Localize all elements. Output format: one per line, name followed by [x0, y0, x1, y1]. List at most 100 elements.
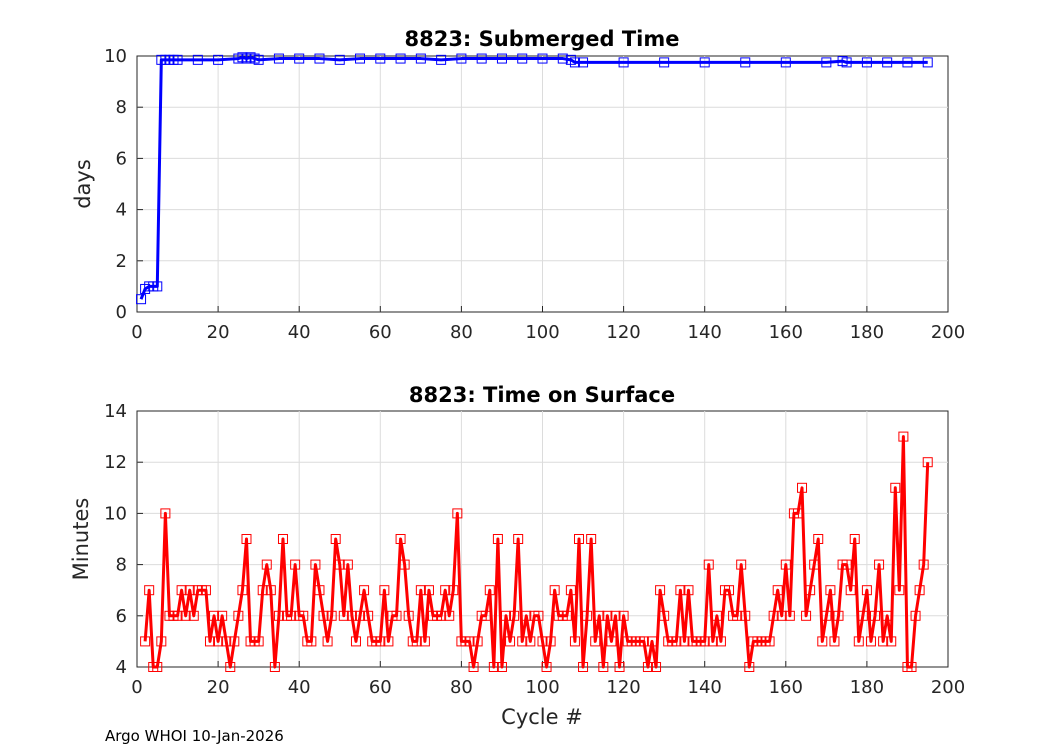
y-tick-label: 6: [116, 148, 127, 169]
data-point: [342, 559, 353, 570]
chart-title: 8823: Time on Surface: [409, 383, 675, 407]
data-point: [659, 57, 670, 68]
data-point: [468, 662, 479, 672]
data-point: [411, 636, 422, 647]
data-point: [436, 610, 447, 621]
x-tick-label: 200: [931, 322, 965, 343]
data-point: [813, 534, 824, 544]
x-tick-label: 120: [606, 677, 640, 698]
data-point: [614, 662, 625, 672]
data-point: [436, 54, 447, 65]
data-point: [160, 508, 171, 519]
data-point: [618, 610, 629, 621]
data-point: [732, 610, 743, 621]
data-point: [415, 53, 426, 64]
data-point: [496, 53, 507, 64]
data-point: [476, 53, 487, 64]
data-point: [172, 610, 183, 621]
data-point: [894, 585, 905, 596]
data-point: [152, 281, 163, 292]
x-tick-label: 80: [450, 677, 473, 698]
data-point: [646, 636, 657, 647]
data-point: [488, 662, 499, 672]
data-point: [480, 610, 491, 621]
data-point: [655, 585, 666, 596]
data-point: [561, 610, 572, 621]
data-point: [797, 482, 808, 493]
data-point: [395, 534, 406, 544]
data-point: [144, 585, 155, 596]
x-tick-label: 200: [931, 677, 965, 698]
data-point: [334, 559, 345, 570]
chart-title: 8823: Submerged Time: [404, 27, 679, 51]
y-tick-label: 6: [116, 606, 127, 627]
data-point: [772, 585, 783, 596]
data-point: [679, 636, 690, 647]
data-point: [204, 636, 215, 647]
data-point: [273, 610, 284, 621]
data-point: [513, 534, 524, 544]
data-point: [740, 610, 751, 621]
x-axis-label: Cycle #: [501, 705, 583, 729]
data-point: [651, 662, 662, 672]
data-point: [290, 559, 301, 570]
series-line: [143, 435, 930, 669]
data-point: [521, 610, 532, 621]
data-point: [517, 636, 528, 647]
data-point: [898, 431, 909, 442]
data-point: [902, 57, 913, 68]
data-point: [618, 57, 629, 68]
data-point: [346, 610, 357, 621]
data-point: [549, 585, 560, 596]
data-point: [484, 585, 495, 596]
data-point: [533, 610, 544, 621]
data-point: [724, 585, 735, 596]
data-point: [314, 585, 325, 596]
data-point: [557, 53, 568, 64]
data-point: [821, 610, 832, 621]
data-point: [464, 636, 475, 647]
data-point: [456, 53, 467, 64]
data-point: [140, 636, 151, 647]
data-point: [448, 585, 459, 596]
data-point: [237, 585, 248, 596]
data-point: [359, 585, 370, 596]
data-point: [744, 662, 755, 672]
data-point: [505, 636, 516, 647]
y-tick-label: 4: [116, 200, 127, 221]
data-point: [318, 610, 329, 621]
data-point: [225, 662, 236, 672]
data-point: [764, 636, 775, 647]
data-point: [322, 636, 333, 647]
data-point: [671, 636, 682, 647]
data-point: [768, 610, 779, 621]
data-point: [423, 585, 434, 596]
data-point: [861, 585, 872, 596]
data-point: [683, 585, 694, 596]
x-tick-label: 0: [131, 677, 142, 698]
data-point: [355, 610, 366, 621]
x-tick-label: 180: [850, 677, 884, 698]
data-point: [659, 610, 670, 621]
data-point: [172, 54, 183, 65]
x-tick-label: 140: [688, 322, 722, 343]
data-point: [922, 457, 933, 468]
data-point: [922, 57, 933, 68]
footer-credit: Argo WHOI 10-Jan-2026: [105, 727, 284, 745]
data-point: [200, 585, 211, 596]
data-point: [298, 610, 309, 621]
data-point: [253, 636, 264, 647]
data-point: [326, 610, 337, 621]
y-axis-label: days: [71, 159, 95, 209]
x-tick-label: 60: [369, 677, 392, 698]
data-point: [865, 636, 876, 647]
data-point: [403, 610, 414, 621]
data-point: [825, 585, 836, 596]
data-point: [375, 53, 386, 64]
data-point: [363, 610, 374, 621]
data-point: [452, 508, 463, 519]
data-point: [209, 610, 220, 621]
data-point: [565, 585, 576, 596]
x-tick-label: 40: [288, 322, 311, 343]
y-tick-label: 10: [104, 503, 127, 524]
